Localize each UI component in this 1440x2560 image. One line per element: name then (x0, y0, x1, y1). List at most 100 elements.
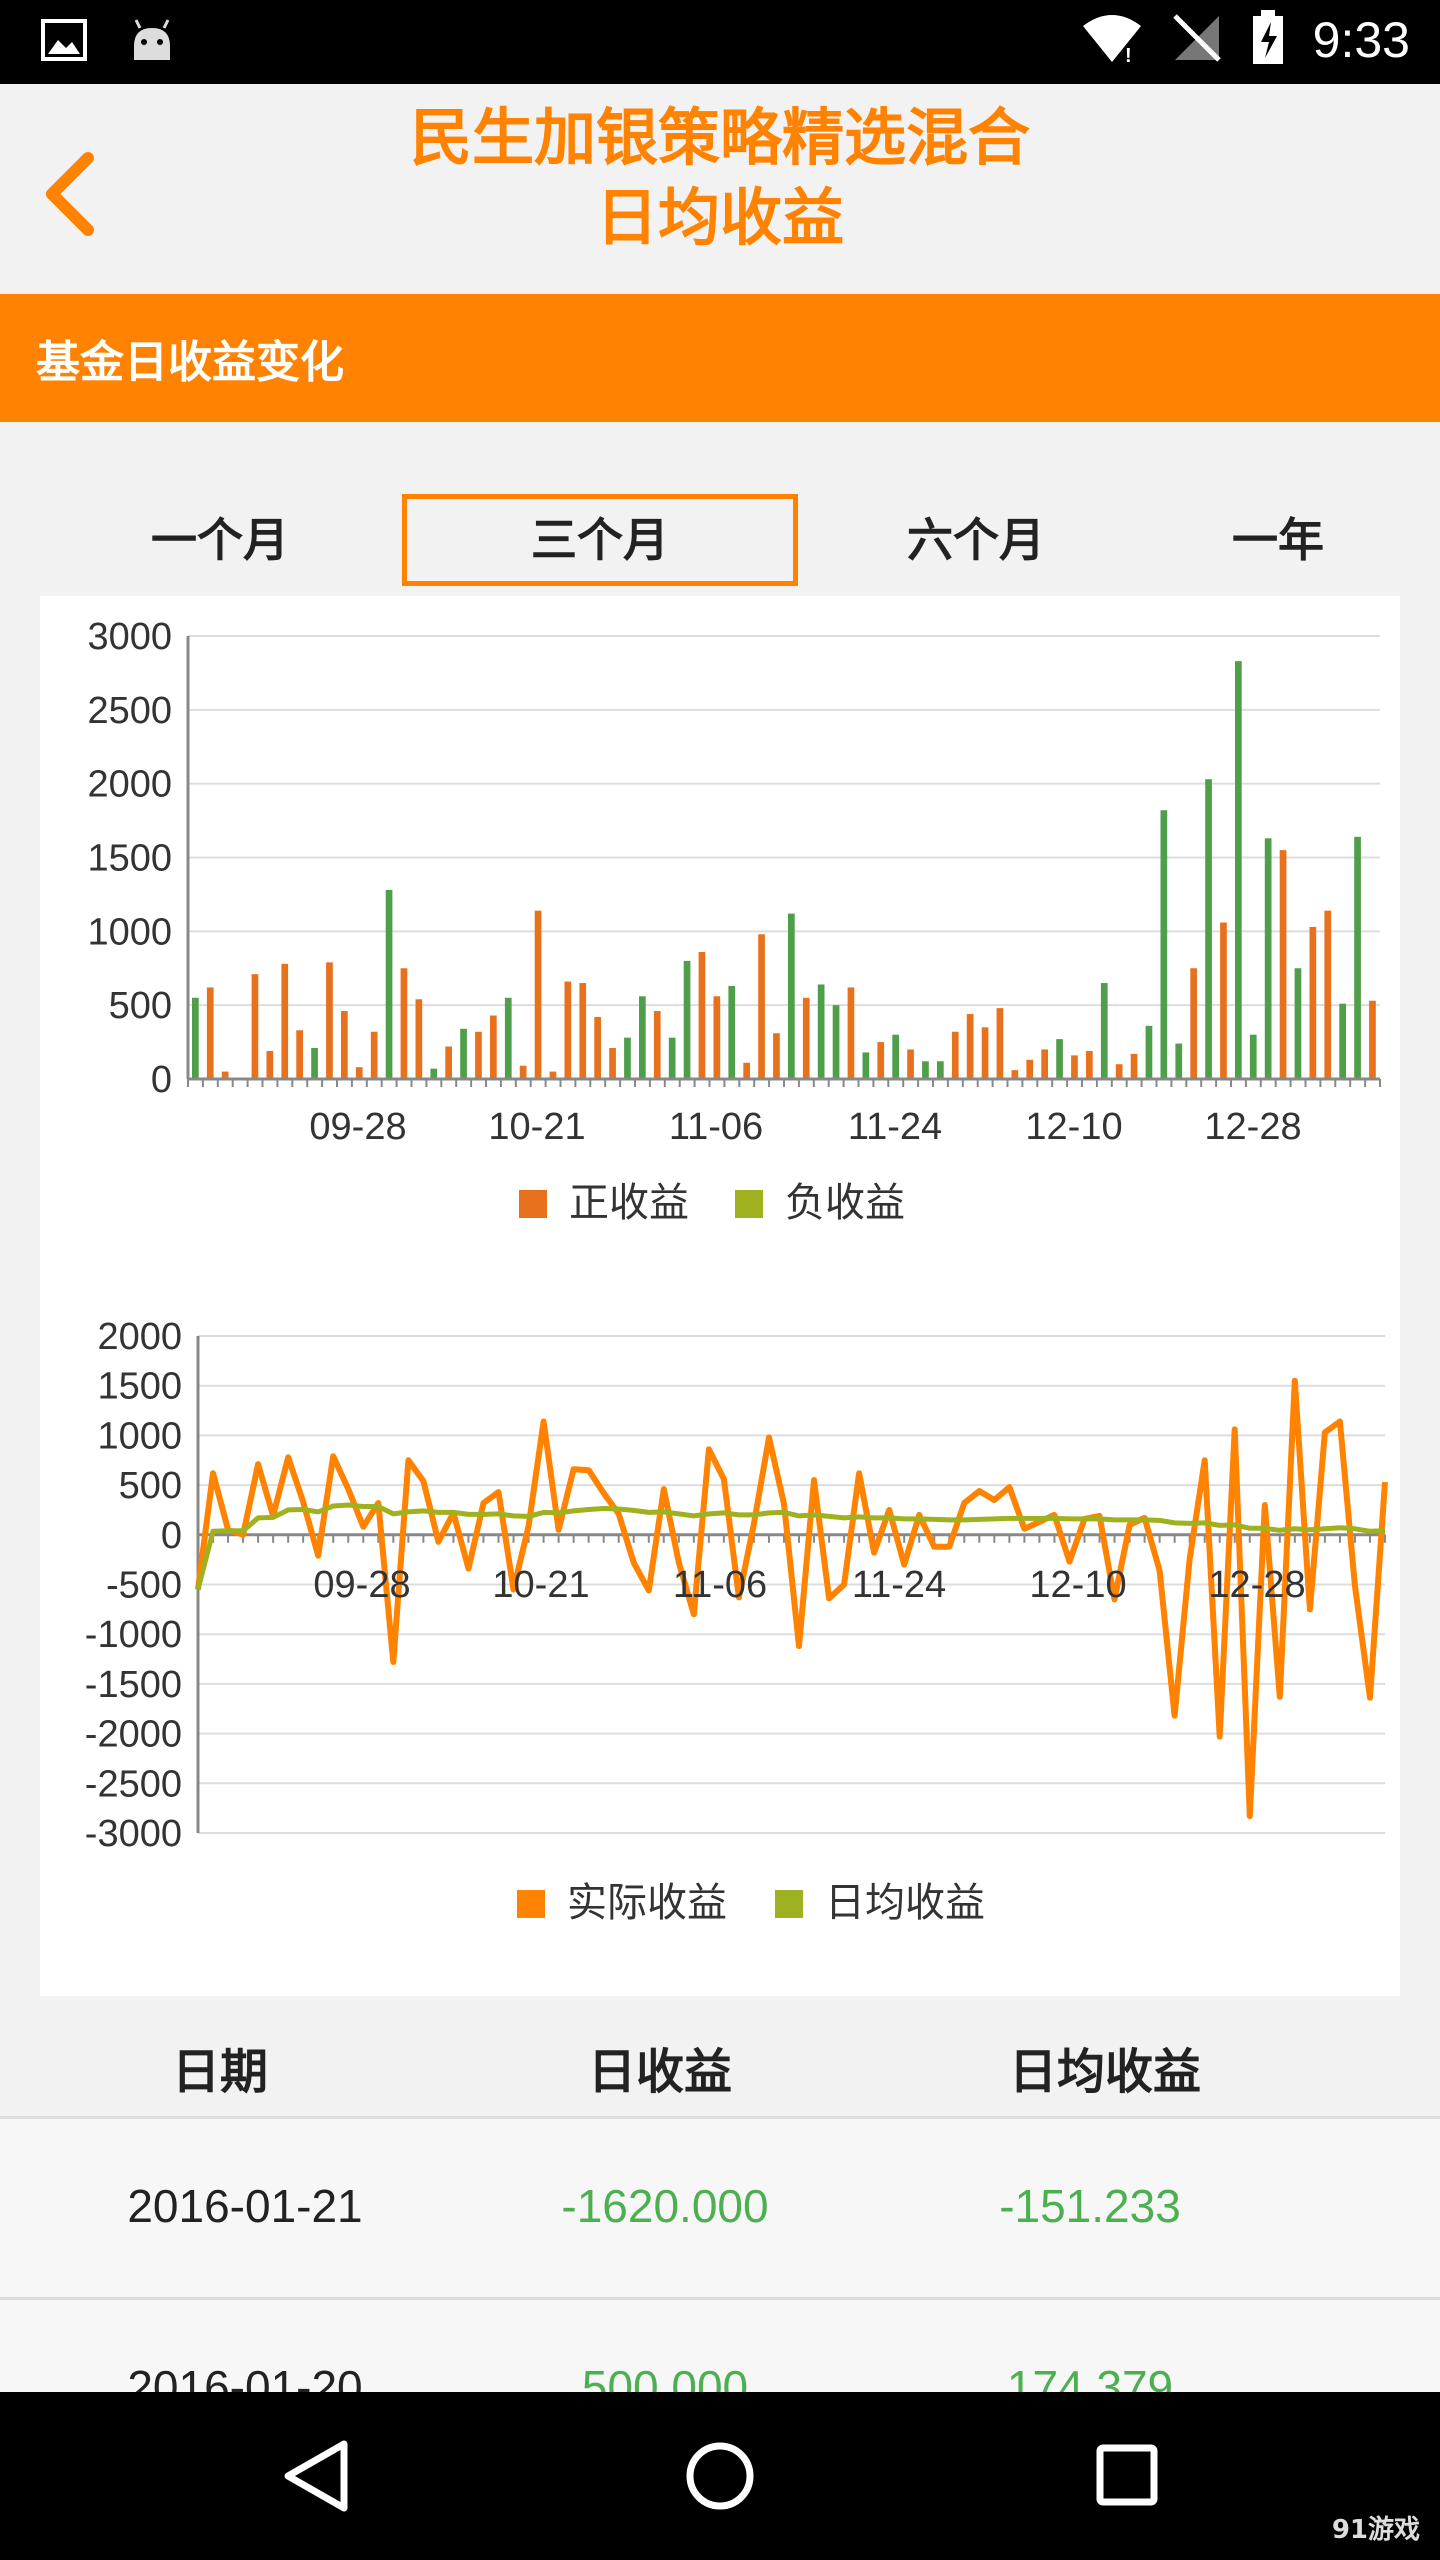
page-title-line2: 日均收益 (595, 181, 844, 254)
bar (445, 1046, 453, 1079)
y-tick-label: -1000 (85, 1614, 182, 1656)
bar (743, 1062, 751, 1079)
bar (937, 1061, 944, 1079)
bar (1324, 910, 1332, 1079)
table-row[interactable]: 2016-01-21 -1620.000 -151.233 (0, 2119, 1440, 2300)
period-tabs: 一个月 三个月 六个月 一年 (0, 488, 1440, 598)
x-tick-label: 11-06 (669, 1106, 763, 1148)
bar (892, 1034, 900, 1079)
back-triangle-icon[interactable] (280, 2436, 352, 2516)
title-bar: 民生加银策略精选混合 日均收益 (0, 84, 1440, 294)
tab-three-months[interactable]: 三个月 (402, 494, 798, 586)
tab-one-year[interactable]: 一年 (1232, 513, 1324, 567)
y-tick-label: -3000 (85, 1813, 182, 1855)
bar (341, 1011, 348, 1079)
x-tick-label: 12-28 (1208, 1564, 1305, 1606)
gallery-icon (40, 18, 88, 70)
y-tick-label: 1500 (97, 1366, 182, 1408)
recents-square-icon[interactable] (1092, 2438, 1162, 2514)
tab-six-months[interactable]: 六个月 (907, 513, 1045, 567)
y-tick-label: 0 (151, 1059, 172, 1101)
x-tick-label: 12-10 (1025, 1106, 1122, 1148)
bar (683, 960, 691, 1079)
bar (802, 997, 810, 1079)
bar (1175, 1043, 1183, 1079)
bar (758, 934, 765, 1079)
y-tick-label: 3000 (87, 616, 172, 658)
y-tick-label: 2500 (87, 690, 172, 732)
bar (1041, 1049, 1049, 1079)
y-tick-label: 2000 (87, 764, 172, 806)
page-title-line1: 民生加银策略精选混合 (409, 101, 1030, 174)
bar (192, 997, 199, 1079)
home-circle-icon[interactable] (682, 2436, 758, 2516)
bar (1354, 836, 1361, 1079)
bar (907, 1049, 914, 1079)
x-tick-label: 11-24 (852, 1564, 946, 1606)
bar (490, 1015, 497, 1079)
row-daily-income: -1620.000 (561, 2180, 769, 2232)
bar (311, 1047, 318, 1079)
android-icon (128, 18, 176, 70)
x-tick-label: 10-21 (488, 1106, 585, 1148)
y-tick-label: -2000 (85, 1714, 182, 1756)
bar (847, 987, 855, 1079)
bar (475, 1031, 482, 1079)
bar (1011, 1070, 1019, 1079)
bar (713, 996, 721, 1079)
bar (922, 1061, 929, 1079)
watermark-logo: 91游戏 (1331, 2515, 1420, 2545)
bar (1309, 926, 1317, 1079)
bar (773, 1033, 780, 1079)
navigation-bar: 91游戏 (0, 2392, 1440, 2560)
legend-swatch (517, 1890, 545, 1918)
bar (1115, 1064, 1123, 1079)
bar (817, 984, 825, 1079)
x-tick-label: 09-28 (309, 1106, 406, 1148)
bar (504, 997, 512, 1079)
bar (1235, 661, 1242, 1079)
chevron-left-icon (46, 152, 94, 236)
bar (966, 1014, 974, 1079)
x-tick-label: 10-21 (492, 1564, 589, 1606)
clock: 9:33 (1312, 12, 1410, 68)
tab-one-month[interactable]: 一个月 (151, 513, 289, 567)
table-header: 日期 日收益 日均收益 (0, 2020, 1440, 2119)
legend-swatch (735, 1190, 763, 1218)
bar (1130, 1053, 1138, 1079)
bar (1190, 968, 1198, 1079)
bar (862, 1052, 870, 1079)
bar (519, 1065, 527, 1079)
bar (1205, 779, 1212, 1079)
bar (326, 962, 333, 1079)
y-tick-label: 500 (119, 1465, 182, 1507)
bar (415, 999, 423, 1079)
bar (877, 1042, 885, 1079)
bar (1071, 1055, 1078, 1079)
column-date: 日期 (171, 2044, 268, 2100)
bar (1264, 838, 1272, 1079)
page-title: 民生加银策略精选混合 日均收益 (240, 98, 1200, 258)
section-title: 基金日收益变化 (36, 337, 344, 388)
y-tick-label: -1500 (85, 1664, 182, 1706)
bar (460, 1028, 467, 1079)
bar (698, 952, 706, 1079)
bar (1369, 1000, 1376, 1079)
bar (1279, 850, 1287, 1079)
bar (1249, 1034, 1257, 1079)
legend-label: 实际收益 (567, 1881, 727, 1925)
bar (266, 1050, 274, 1079)
bar (609, 1047, 616, 1079)
column-avg-income: 日均收益 (1008, 2044, 1201, 2100)
bar (251, 974, 259, 1079)
no-signal-icon (1171, 12, 1223, 68)
bar (564, 981, 572, 1079)
wifi-icon: ! (1081, 12, 1143, 68)
bar (1339, 1003, 1347, 1079)
back-button[interactable] (30, 144, 110, 244)
x-tick-label: 12-10 (1029, 1564, 1126, 1606)
bar (981, 1027, 989, 1079)
svg-text:!: ! (1125, 45, 1132, 64)
bar (206, 987, 214, 1079)
bar (355, 1067, 363, 1079)
